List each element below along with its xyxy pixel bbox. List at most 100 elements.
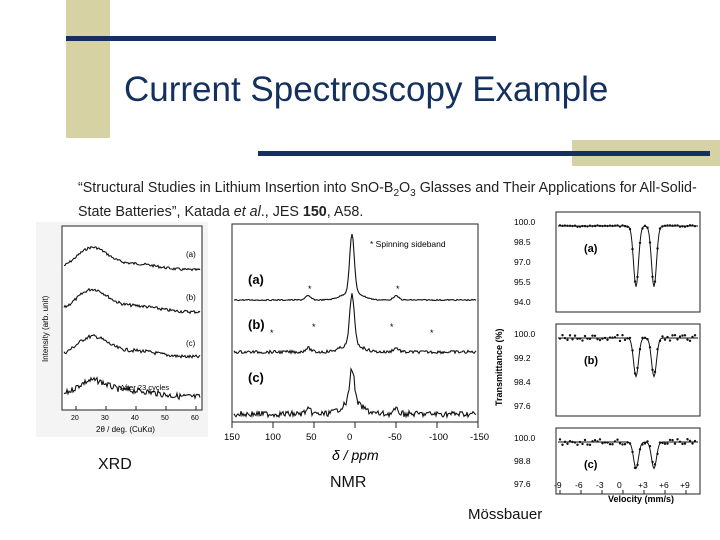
mossbauer-point	[616, 438, 619, 441]
mossbauer-point	[598, 224, 602, 228]
mossbauer-point	[658, 441, 662, 444]
mossbauer-point	[658, 227, 662, 230]
mossbauer-point	[678, 440, 682, 443]
mossbauer-point	[606, 338, 609, 341]
mossbauer-point	[561, 224, 564, 228]
mossbauer-point	[613, 224, 617, 227]
mossbauer-point	[651, 460, 654, 464]
mossbauer-point	[631, 450, 634, 454]
slide-title: Current Spectroscopy Example	[124, 70, 609, 109]
mossbauer-point	[653, 370, 657, 374]
mossbauer-point	[611, 443, 614, 446]
mossbauer-point	[593, 224, 597, 228]
nmr-curve	[233, 366, 477, 420]
mossbauer-point	[596, 337, 599, 341]
mossbauer-point	[561, 443, 564, 446]
mossbauer-point	[608, 336, 612, 339]
mossbauer-point	[676, 338, 679, 341]
mossbauer-point	[596, 440, 599, 443]
mossbauer-point	[686, 224, 689, 228]
mossbauer-point	[563, 336, 567, 340]
mossbauer-point	[666, 442, 669, 445]
mossbauer-point	[578, 337, 582, 340]
mossbauer-point	[653, 463, 657, 466]
mossbauer-point	[576, 443, 579, 446]
mossbauer-point	[586, 225, 589, 228]
mossbauer-panel-label: (c)	[584, 459, 598, 471]
mossbauer-xtick-label: -9	[554, 480, 562, 490]
nmr-figure: * Spinning sideband (a) (b) (c) * * * * * * 1…	[224, 223, 489, 463]
mossbauer-point	[636, 463, 639, 467]
mossbauer-point	[683, 334, 687, 337]
nmr-label-c: (c)	[248, 370, 264, 385]
mossbauer-point	[638, 241, 642, 245]
mossbauer-point	[613, 440, 617, 443]
mossbauer-point	[658, 339, 662, 343]
mossbauer-point	[646, 226, 649, 229]
mossbauer-point	[568, 334, 572, 337]
mossbauer-point	[648, 346, 652, 349]
mossbauer-point	[638, 448, 642, 451]
mossbauer-xtick-label: -3	[596, 480, 604, 490]
xrd-label-cycles: After 23 cycles	[120, 383, 169, 392]
mossbauer-point	[663, 442, 667, 445]
mossbauer-point	[673, 442, 677, 445]
mossbauer-point	[578, 440, 582, 444]
mossbauer-panel	[555, 427, 701, 495]
mossbauer-point	[601, 337, 604, 340]
mossbauer-point	[586, 337, 589, 340]
nmr-sideband-marker: *	[390, 322, 394, 332]
mossbauer-point	[581, 224, 584, 228]
mossbauer-point	[591, 224, 594, 228]
mossbauer-point	[681, 225, 684, 228]
mossbauer-point	[621, 333, 624, 337]
mossbauer-xtick-label: -6	[575, 480, 583, 490]
mossbauer-ytick-label: 100.0	[514, 433, 536, 443]
mossbauer-point	[686, 338, 689, 341]
mossbauer-point	[666, 224, 669, 227]
decor-bar-middle	[258, 151, 710, 156]
mossbauer-point	[613, 336, 617, 339]
xrd-curve	[63, 376, 201, 401]
mossbauer-point	[688, 224, 692, 227]
mossbauer-point	[618, 225, 622, 228]
mossbauer-point	[683, 225, 687, 228]
mossbauer-point	[683, 442, 687, 445]
mossbauer-point	[678, 225, 682, 228]
mossbauer-point	[611, 224, 614, 228]
mossbauer-panel-label: (b)	[584, 355, 598, 367]
mossbauer-point	[588, 443, 592, 447]
mossbauer-point	[643, 224, 647, 228]
mossbauer-point	[578, 225, 582, 228]
mossbauer-ytick-label: 94.0	[514, 297, 531, 307]
mossbauer-point	[686, 438, 689, 441]
mossbauer-point	[666, 335, 669, 339]
caption-nmr: NMR	[330, 474, 367, 491]
mossbauer-point	[656, 247, 659, 250]
mossbauer-point	[676, 224, 679, 227]
xrd-curve	[63, 287, 201, 315]
mossbauer-point	[568, 439, 572, 443]
nmr-sideband-marker: *	[430, 328, 434, 338]
xrd-curve	[63, 333, 201, 359]
mossbauer-point	[601, 441, 604, 445]
mossbauer-point	[673, 224, 677, 227]
mossbauer-point	[621, 443, 624, 446]
mossbauer-point	[673, 333, 677, 337]
mossbauer-point	[608, 224, 612, 227]
mossbauer-point	[656, 348, 659, 351]
mossbauer-point	[681, 442, 684, 446]
mossbauer-point	[571, 338, 574, 341]
mossbauer-point	[566, 224, 569, 227]
decor-bar-top	[66, 36, 496, 41]
mossbauer-point	[598, 438, 602, 441]
nmr-curve	[233, 293, 477, 355]
mossbauer-point	[643, 336, 647, 339]
nmr-curve	[233, 233, 477, 302]
mossbauer-point	[636, 366, 639, 370]
mossbauer-point	[651, 275, 654, 278]
nmr-tick-label: 50	[306, 432, 317, 443]
mossbauer-point	[688, 439, 692, 443]
mossbauer-point	[626, 225, 629, 229]
mossbauer-point	[656, 452, 659, 456]
